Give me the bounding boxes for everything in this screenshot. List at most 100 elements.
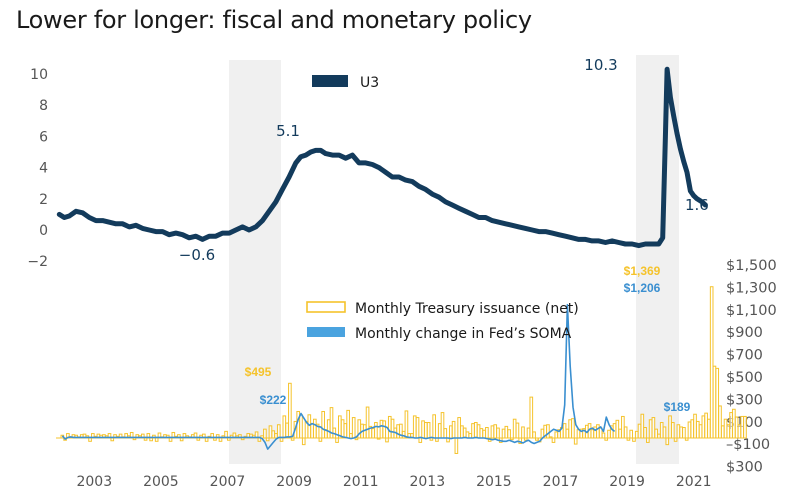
treasury-bar (313, 418, 317, 439)
u3-legend-swatch (312, 75, 348, 87)
treasury-bar (648, 419, 653, 439)
x-tick-label: 2007 (210, 474, 246, 490)
treasury-bar (426, 422, 431, 439)
treasury-bar (590, 429, 595, 439)
soma-line-path (61, 303, 616, 450)
issuance-data-label: $222 (260, 393, 287, 407)
x-tick-label: 2011 (343, 474, 379, 490)
treasury-legend-swatch (306, 301, 346, 313)
bottom-legend: Monthly Treasury issuance (net) Monthly … (306, 301, 579, 342)
treasury-bar (687, 421, 692, 439)
treasury-bar (501, 428, 506, 439)
treasury-bar (521, 426, 525, 439)
treasury-bar (532, 431, 536, 439)
treasury-bar (451, 420, 456, 439)
x-tick-label: 2005 (143, 474, 179, 490)
y-tick-label-right: $700 (726, 348, 763, 364)
treasury-bar (462, 427, 467, 439)
treasury-bar (643, 427, 647, 439)
issuance-data-label: $1,206 (624, 281, 661, 295)
treasury-bar (457, 417, 461, 439)
treasury-bar (263, 428, 267, 439)
u3-data-label: 1.6 (685, 196, 709, 214)
treasury-bar (415, 417, 420, 439)
treasury-bar (704, 412, 708, 439)
treasury-bar (418, 437, 423, 443)
treasury-bar (718, 405, 722, 439)
y-tick-label-right: –$100 (726, 437, 770, 453)
treasury-bar (698, 424, 703, 439)
treasury-bar (634, 430, 639, 439)
treasury-bar (271, 430, 276, 439)
u3-data-label: 10.3 (584, 56, 617, 74)
treasury-bar (299, 414, 303, 439)
treasury-bar (565, 428, 570, 439)
treasury-bar (682, 427, 686, 439)
treasury-bar (443, 428, 448, 439)
x-tick-label: 2015 (476, 474, 512, 490)
treasury-bar (618, 428, 622, 439)
treasury-bar (449, 425, 453, 439)
treasury-bar (374, 422, 378, 439)
treasury-bar (346, 409, 350, 439)
recession-bands (229, 55, 679, 464)
recession-band (636, 55, 679, 464)
treasury-bar (740, 415, 745, 439)
treasury-bar (562, 423, 567, 439)
treasury-bar (709, 286, 714, 439)
treasury-bar (695, 420, 700, 439)
treasury-bar (737, 424, 742, 439)
treasury-bar (371, 428, 375, 439)
y-tick-label-right: $300 (726, 460, 763, 476)
u3-y-axis: 10 8 6 4 2 0 −2 (27, 67, 48, 270)
treasury-bar (623, 426, 628, 439)
treasury-bar (690, 419, 695, 439)
treasury-bar (504, 425, 509, 439)
treasury-bar (310, 423, 314, 439)
treasury-bar (671, 422, 675, 439)
treasury-bar (321, 410, 325, 439)
treasury-bar (485, 427, 489, 439)
x-tick-label: 2017 (543, 474, 579, 490)
treasury-bar (615, 419, 620, 439)
treasury-bar (440, 412, 445, 439)
treasury-bar (421, 420, 425, 439)
treasury-bar (424, 422, 428, 439)
treasury-bar (396, 424, 400, 439)
treasury-bar (715, 367, 720, 439)
y-tick-label: 8 (39, 98, 48, 114)
treasury-bar (268, 425, 273, 439)
u3-legend-label: U3 (360, 75, 379, 91)
treasury-bar (662, 426, 667, 439)
treasury-legend-label: Monthly Treasury issuance (net) (355, 301, 579, 317)
treasury-bar (665, 437, 670, 446)
issuance-data-label: $495 (245, 365, 272, 379)
treasury-bar (404, 410, 409, 439)
u3-line (56, 66, 708, 249)
treasury-bar (659, 422, 664, 439)
y-tick-label: 4 (39, 161, 48, 177)
treasury-bar (546, 424, 550, 439)
x-tick-label: 2009 (276, 474, 312, 490)
treasury-bar (676, 424, 681, 439)
treasury-bar (551, 437, 556, 443)
treasury-bar (576, 429, 581, 439)
y-tick-label-right: $1,300 (726, 280, 777, 296)
treasury-bar (654, 428, 658, 439)
treasury-bar (335, 437, 339, 443)
treasury-bar (432, 414, 436, 439)
treasury-bar (707, 418, 711, 439)
treasury-bar (490, 425, 495, 439)
treasury-bar (412, 415, 417, 439)
treasury-bar (351, 417, 356, 439)
treasury-bar (515, 422, 520, 439)
treasury-bar (387, 415, 392, 439)
x-tick-label: 2021 (676, 474, 712, 490)
recession-band (229, 60, 281, 464)
treasury-bar (596, 424, 600, 439)
treasury-bar (651, 417, 656, 439)
treasury-bar (365, 406, 370, 439)
treasury-bar (573, 437, 578, 445)
treasury-bar (646, 437, 650, 443)
treasury-bar (401, 430, 406, 439)
